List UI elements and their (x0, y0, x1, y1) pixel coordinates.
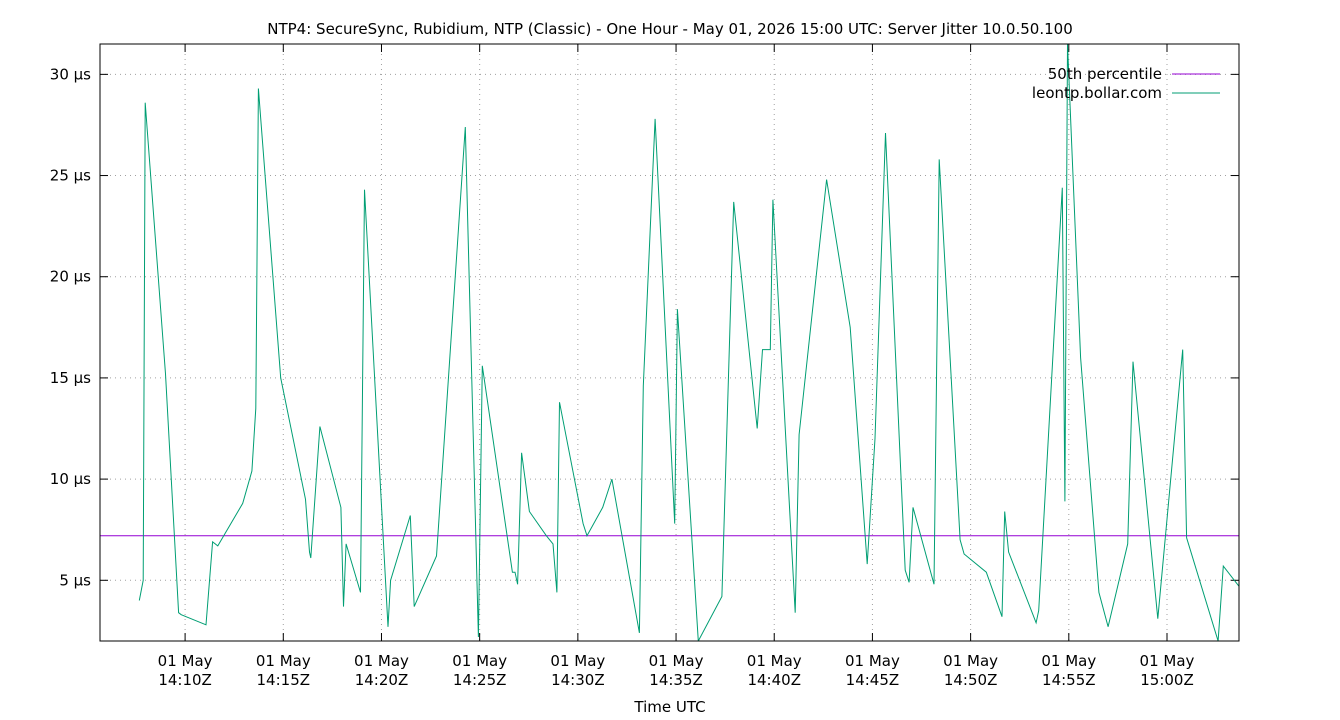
y-tick-label: 30 µs (50, 65, 91, 83)
x-tick-label-date: 01 May (747, 652, 802, 670)
series-line-leontp (138, 44, 1239, 641)
x-tick-label-time: 14:55Z (1042, 671, 1096, 689)
x-tick-label-date: 01 May (845, 652, 900, 670)
x-tick-label-time: 14:45Z (846, 671, 900, 689)
x-tick-label-time: 14:10Z (158, 671, 212, 689)
chart-title: NTP4: SecureSync, Rubidium, NTP (Classic… (267, 20, 1072, 38)
x-axis-label: Time UTC (633, 698, 705, 716)
x-tick-label-time: 14:50Z (944, 671, 998, 689)
series-layer (100, 44, 1239, 641)
x-tick-label-time: 14:30Z (551, 671, 605, 689)
x-tick-label-date: 01 May (550, 652, 605, 670)
x-tick-label-date: 01 May (158, 652, 213, 670)
y-tick-label: 5 µs (59, 571, 91, 589)
plot-frame (99, 43, 1240, 642)
y-tick-label: 20 µs (50, 268, 91, 286)
x-tick-label-time: 14:40Z (747, 671, 801, 689)
legend-label: 50th percentile (1048, 65, 1162, 83)
x-tick-label-time: 14:20Z (355, 671, 409, 689)
x-tick-label-time: 14:35Z (649, 671, 703, 689)
y-tick-label: 25 µs (50, 167, 91, 185)
x-tick-label-date: 01 May (1140, 652, 1195, 670)
x-tick-label-date: 01 May (452, 652, 507, 670)
x-tick-label-time: 15:00Z (1140, 671, 1194, 689)
y-tick-label: 10 µs (50, 470, 91, 488)
grid (100, 44, 1239, 641)
legend-label: leontp.bollar.com (1032, 84, 1162, 102)
x-tick-label-date: 01 May (256, 652, 311, 670)
y-axis: 5 µs 10 µs 15 µs 20 µs 25 µs 30 µs (50, 65, 1239, 589)
x-tick-label-date: 01 May (354, 652, 409, 670)
x-tick-label-date: 01 May (1041, 652, 1096, 670)
y-tick-label: 15 µs (50, 369, 91, 387)
x-tick-label-time: 14:25Z (453, 671, 507, 689)
x-tick-label-date: 01 May (649, 652, 704, 670)
x-tick-label-time: 14:15Z (257, 671, 311, 689)
x-tick-label-date: 01 May (943, 652, 998, 670)
